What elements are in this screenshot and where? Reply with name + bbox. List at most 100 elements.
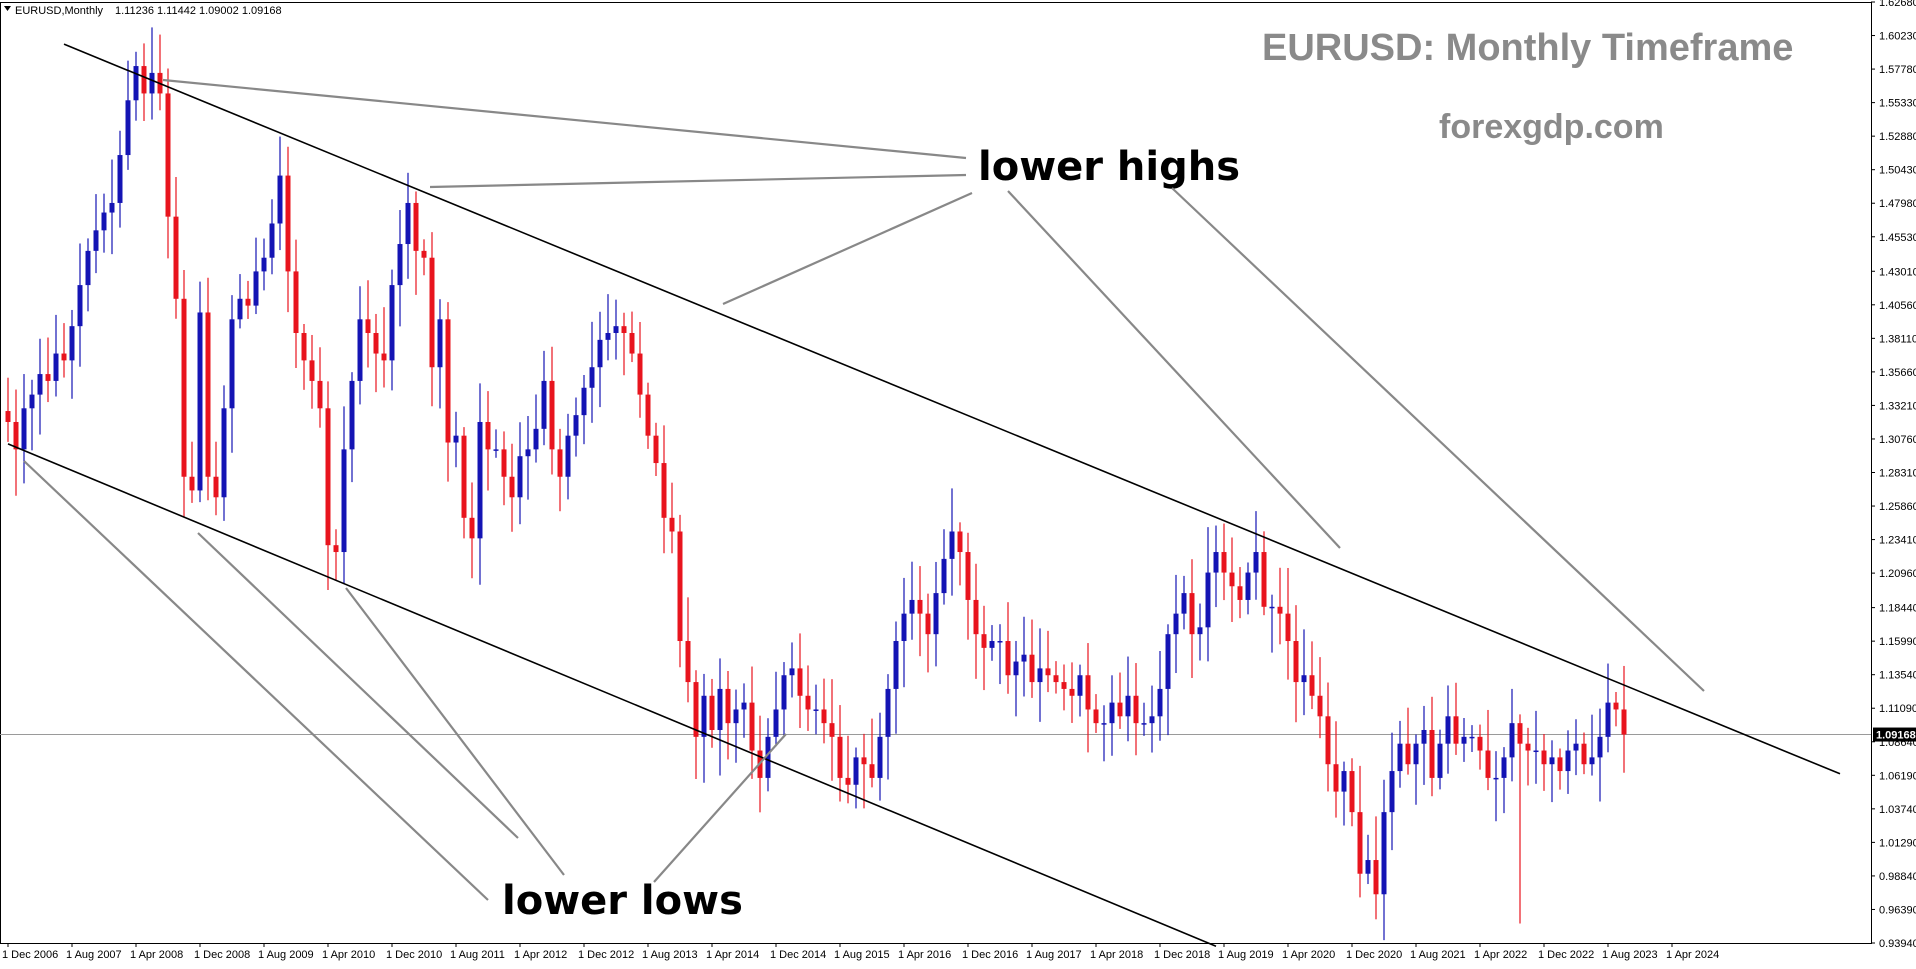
y-tick-label: 1.47980 bbox=[1879, 198, 1916, 210]
candle-body bbox=[701, 695, 707, 737]
candle-body bbox=[909, 599, 915, 614]
candle bbox=[1157, 650, 1163, 741]
x-tick-label: 1 Aug 2021 bbox=[1410, 949, 1466, 961]
candle bbox=[1173, 574, 1179, 674]
chart-header: EURUSD,Monthly 1.11236 1.11442 1.09002 1… bbox=[4, 5, 282, 17]
candle-body bbox=[565, 435, 571, 477]
candle-body bbox=[485, 421, 491, 450]
candle bbox=[701, 673, 707, 783]
candle-body bbox=[581, 387, 587, 416]
candle-body bbox=[405, 202, 411, 245]
candle-body bbox=[1253, 552, 1259, 573]
candle bbox=[1261, 531, 1267, 616]
candle-body bbox=[901, 613, 907, 642]
candle bbox=[445, 302, 451, 482]
candle bbox=[493, 429, 499, 458]
candle bbox=[741, 683, 747, 738]
candle bbox=[1109, 675, 1115, 756]
lower-channel-trendline bbox=[7, 443, 1217, 948]
candle bbox=[885, 674, 891, 780]
triangle-down-icon[interactable] bbox=[4, 6, 11, 11]
candle bbox=[693, 670, 699, 780]
candle bbox=[1221, 523, 1227, 601]
candle bbox=[277, 136, 283, 251]
candle-body bbox=[1061, 682, 1067, 689]
candle bbox=[677, 514, 683, 668]
candle bbox=[613, 299, 619, 360]
candle bbox=[229, 295, 235, 453]
y-tick-label: 1.50430 bbox=[1879, 165, 1916, 177]
candle-body bbox=[1181, 593, 1187, 614]
x-tick-label: 1 Dec 2008 bbox=[194, 949, 250, 961]
y-tick-label: 1.11090 bbox=[1879, 703, 1916, 715]
candle bbox=[941, 529, 947, 605]
candle bbox=[837, 705, 843, 802]
x-tick-label: 1 Dec 2020 bbox=[1346, 949, 1402, 961]
y-tick-label: 1.35660 bbox=[1879, 367, 1916, 379]
candle bbox=[1549, 740, 1555, 803]
candle bbox=[1301, 629, 1307, 716]
candle bbox=[397, 210, 403, 327]
candle-body bbox=[773, 709, 779, 737]
candle bbox=[965, 532, 971, 640]
candle-body bbox=[1621, 709, 1627, 735]
candle-body bbox=[1269, 606, 1275, 609]
candle-body bbox=[477, 421, 483, 539]
candle-body bbox=[1341, 771, 1347, 792]
candle bbox=[309, 334, 315, 409]
candle bbox=[533, 394, 539, 463]
candle bbox=[485, 391, 491, 491]
candle-body bbox=[557, 449, 563, 477]
y-tick-label: 1.45530 bbox=[1879, 232, 1916, 244]
candle bbox=[21, 374, 27, 484]
candle bbox=[997, 624, 1003, 685]
candle bbox=[901, 577, 907, 688]
candle-body bbox=[1517, 723, 1523, 744]
candle-body bbox=[181, 298, 187, 477]
candle bbox=[77, 243, 83, 367]
candle-body bbox=[1573, 743, 1579, 751]
pointer-line bbox=[1171, 187, 1705, 692]
candle-body bbox=[293, 271, 299, 334]
candle bbox=[37, 338, 43, 435]
candle-body bbox=[1021, 654, 1027, 662]
candle-body bbox=[669, 517, 675, 532]
current-price-tag: 1.09168 bbox=[1873, 727, 1916, 742]
candle-body bbox=[237, 298, 243, 320]
candle bbox=[1101, 705, 1107, 762]
candle bbox=[293, 239, 299, 369]
candle-body bbox=[1117, 702, 1123, 717]
candle bbox=[349, 372, 355, 483]
candle bbox=[357, 286, 363, 405]
y-tick-label: 1.60230 bbox=[1879, 31, 1916, 43]
candle bbox=[317, 347, 323, 428]
candle-body bbox=[933, 593, 939, 635]
candle-body bbox=[1229, 572, 1235, 587]
x-tick-label: 1 Apr 2016 bbox=[898, 949, 951, 961]
candle-body bbox=[1525, 743, 1531, 751]
candle-body bbox=[1485, 750, 1491, 778]
candle-body bbox=[853, 757, 859, 785]
candle-body bbox=[981, 634, 987, 648]
y-tick-label: 1.28310 bbox=[1879, 468, 1916, 480]
candle bbox=[1573, 719, 1579, 776]
candle-body bbox=[61, 353, 67, 361]
candle bbox=[381, 307, 387, 388]
y-tick-label: 0.96390 bbox=[1879, 904, 1916, 916]
candle-body bbox=[677, 531, 683, 642]
candle-body bbox=[101, 212, 107, 231]
candle-body bbox=[429, 257, 435, 368]
candle-body bbox=[1053, 675, 1059, 683]
candle bbox=[637, 321, 643, 418]
candle-body bbox=[1549, 757, 1555, 765]
candle-body bbox=[1437, 743, 1443, 778]
candle bbox=[1597, 708, 1603, 802]
candle bbox=[133, 51, 139, 121]
candle-body bbox=[1389, 771, 1395, 813]
x-tick-label: 1 Aug 2017 bbox=[1026, 949, 1082, 961]
y-tick-label: 1.18440 bbox=[1879, 603, 1916, 615]
candle bbox=[1069, 662, 1075, 723]
brand-label: forexgdp.com bbox=[1439, 108, 1664, 146]
x-tick-label: 1 Apr 2020 bbox=[1282, 949, 1335, 961]
